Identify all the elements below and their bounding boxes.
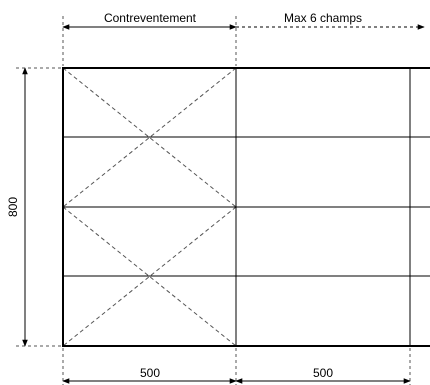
bottom-dimension-widths: 500 500 — [62, 348, 411, 385]
bracing-diagonal — [62, 67, 237, 208]
x-bracing — [62, 67, 237, 347]
top-dimension-bracing: Contreventement — [62, 11, 237, 66]
frame-grid — [63, 68, 430, 346]
bracing-diagonal — [62, 206, 237, 347]
label-bracing: Contreventement — [104, 11, 197, 25]
label-width-first: 500 — [140, 366, 160, 380]
left-dimension-height: 800 — [6, 67, 61, 347]
label-max-fields: Max 6 champs — [284, 11, 362, 25]
top-dimension-max-fields: Max 6 champs — [236, 11, 425, 30]
bracing-diagonal — [62, 67, 237, 208]
outer-frame — [62, 67, 430, 347]
bracing-diagonal — [62, 206, 237, 347]
label-width-second: 500 — [313, 366, 333, 380]
label-height: 800 — [6, 197, 20, 217]
